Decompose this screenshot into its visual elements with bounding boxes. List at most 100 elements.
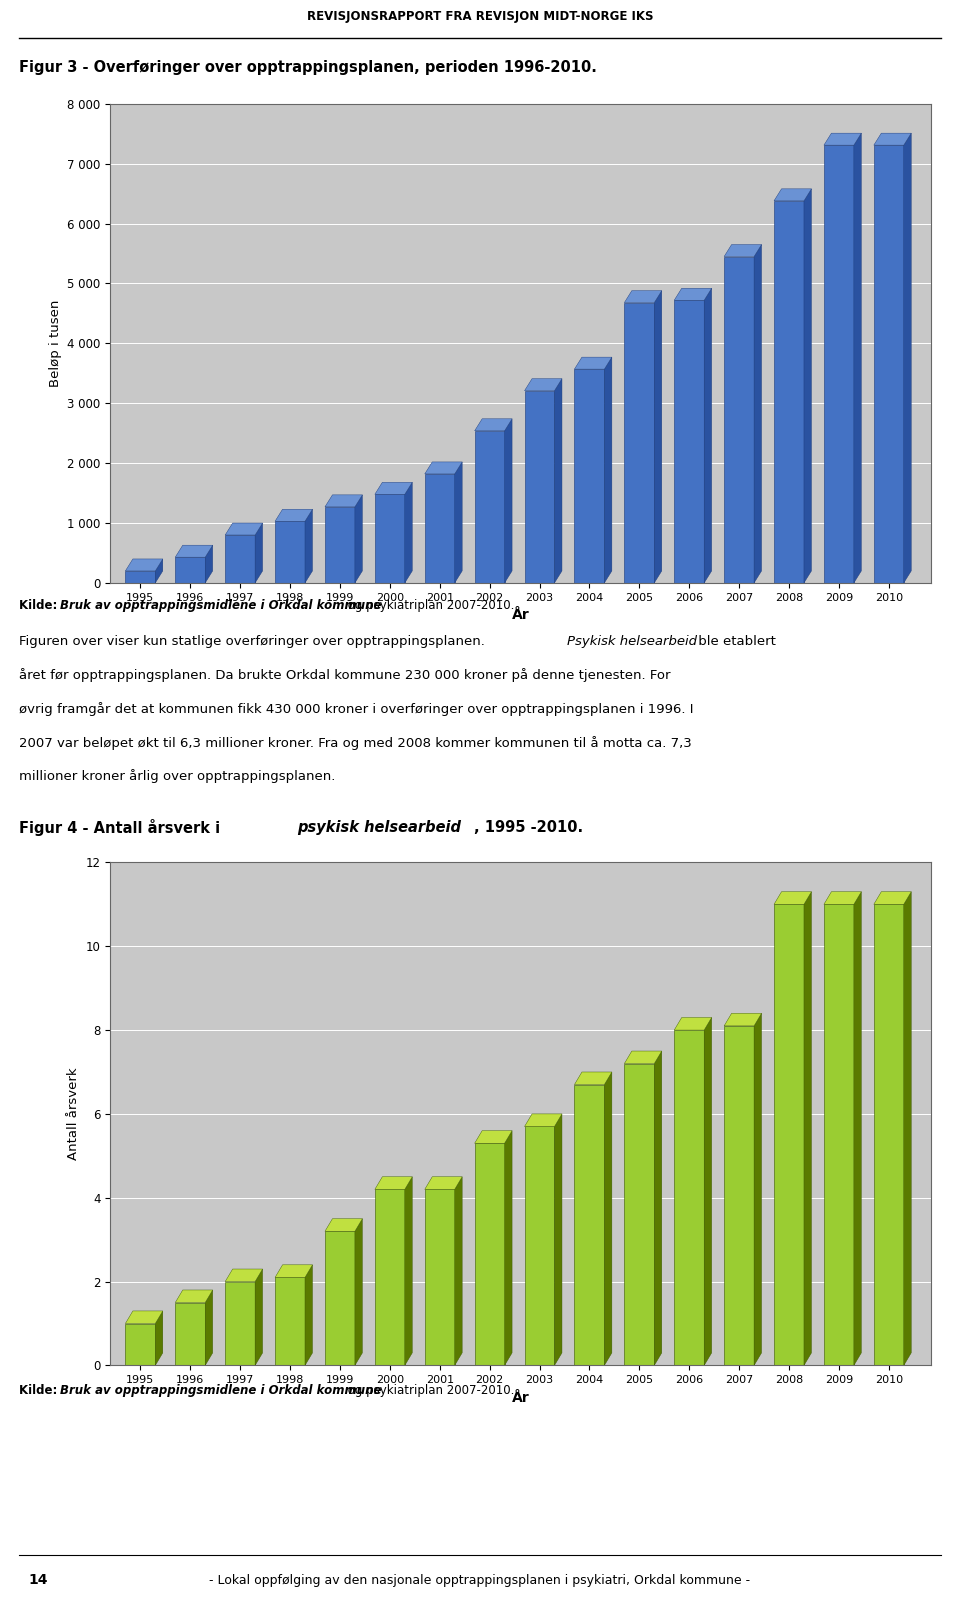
Polygon shape — [424, 1177, 462, 1190]
Polygon shape — [655, 1051, 661, 1365]
Polygon shape — [624, 1051, 661, 1064]
Polygon shape — [853, 891, 861, 1365]
Bar — [176, 1303, 205, 1365]
Polygon shape — [226, 524, 263, 535]
Polygon shape — [505, 1131, 512, 1365]
Polygon shape — [624, 291, 661, 303]
Polygon shape — [724, 244, 761, 257]
Text: Figuren over viser kun statlige overføringer over opptrappingsplanen.: Figuren over viser kun statlige overføri… — [19, 634, 490, 648]
Polygon shape — [605, 1072, 612, 1365]
Polygon shape — [305, 509, 313, 583]
Text: 2007 var beløpet økt til 6,3 millioner kroner. Fra og med 2008 kommer kommunen t: 2007 var beløpet økt til 6,3 millioner k… — [19, 736, 692, 749]
Polygon shape — [255, 1270, 263, 1365]
Bar — [624, 1064, 655, 1365]
Polygon shape — [674, 1017, 711, 1030]
Polygon shape — [574, 1072, 612, 1084]
Bar — [226, 535, 255, 583]
Bar — [774, 904, 804, 1365]
Text: øvrig framgår det at kommunen fikk 430 000 kroner i overføringer over opptrappin: øvrig framgår det at kommunen fikk 430 0… — [19, 703, 694, 715]
Bar — [724, 1025, 754, 1365]
Bar — [824, 904, 853, 1365]
Polygon shape — [804, 891, 811, 1365]
Polygon shape — [455, 462, 462, 583]
Polygon shape — [305, 1265, 313, 1365]
Polygon shape — [156, 559, 163, 583]
Polygon shape — [824, 133, 861, 145]
Polygon shape — [324, 495, 362, 506]
Polygon shape — [374, 1177, 412, 1190]
Bar — [474, 431, 505, 583]
Polygon shape — [674, 287, 711, 300]
Bar — [276, 521, 305, 583]
Text: ble etablert: ble etablert — [694, 634, 776, 648]
Polygon shape — [804, 188, 811, 583]
Text: året før opptrappingsplanen. Da brukte Orkdal kommune 230 000 kroner på denne tj: året før opptrappingsplanen. Da brukte O… — [19, 668, 671, 682]
Bar — [874, 145, 903, 583]
Bar — [574, 369, 605, 583]
Polygon shape — [874, 891, 911, 904]
Polygon shape — [874, 133, 911, 145]
Polygon shape — [226, 1270, 263, 1281]
Polygon shape — [355, 495, 362, 583]
Y-axis label: Beløp i tusen: Beløp i tusen — [49, 300, 61, 386]
Polygon shape — [824, 891, 861, 904]
Bar — [226, 1281, 255, 1365]
Polygon shape — [853, 133, 861, 583]
Polygon shape — [255, 524, 263, 583]
Polygon shape — [176, 545, 213, 557]
Polygon shape — [374, 482, 412, 493]
Bar — [674, 1030, 705, 1365]
Text: REVISJONSRAPPORT FRA REVISJON MIDT-NORGE IKS: REVISJONSRAPPORT FRA REVISJON MIDT-NORGE… — [307, 10, 653, 22]
X-axis label: År: År — [512, 1391, 530, 1405]
Polygon shape — [126, 1311, 163, 1324]
Text: , 1995 -2010.: , 1995 -2010. — [474, 819, 584, 835]
Bar — [824, 145, 853, 583]
Polygon shape — [474, 418, 512, 431]
Text: og psykiatriplan 2007-2010.: og psykiatriplan 2007-2010. — [344, 1385, 514, 1397]
Polygon shape — [774, 188, 811, 201]
Text: og psykiatriplan 2007-2010.: og psykiatriplan 2007-2010. — [344, 599, 514, 612]
Text: Kilde:: Kilde: — [19, 599, 61, 612]
Polygon shape — [754, 1014, 761, 1365]
Text: Figur 3 - Overføringer over opptrappingsplanen, perioden 1996-2010.: Figur 3 - Overføringer over opptrappings… — [19, 59, 597, 75]
Polygon shape — [555, 378, 562, 583]
Text: psykisk helsearbeid: psykisk helsearbeid — [298, 819, 462, 835]
Bar — [624, 303, 655, 583]
Bar — [474, 1143, 505, 1365]
Text: 14: 14 — [29, 1573, 48, 1587]
Bar — [524, 391, 555, 583]
Bar — [424, 474, 455, 583]
Polygon shape — [524, 1115, 562, 1126]
X-axis label: År: År — [512, 608, 530, 623]
Bar — [324, 1231, 355, 1365]
Text: - Lokal oppfølging av den nasjonale opptrappingsplanen i psykiatri, Orkdal kommu: - Lokal oppfølging av den nasjonale oppt… — [209, 1573, 751, 1587]
Bar — [524, 1126, 555, 1365]
Bar — [874, 904, 903, 1365]
Bar — [176, 557, 205, 583]
Bar — [424, 1190, 455, 1365]
Polygon shape — [505, 418, 512, 583]
Bar — [774, 201, 804, 583]
Bar — [374, 493, 405, 583]
Polygon shape — [405, 1177, 412, 1365]
Polygon shape — [655, 291, 661, 583]
Bar — [276, 1278, 305, 1365]
Polygon shape — [324, 1219, 362, 1231]
Polygon shape — [555, 1115, 562, 1365]
Polygon shape — [205, 545, 213, 583]
Polygon shape — [724, 1014, 761, 1025]
Polygon shape — [705, 1017, 711, 1365]
Polygon shape — [355, 1219, 362, 1365]
Polygon shape — [474, 1131, 512, 1143]
Polygon shape — [524, 378, 562, 391]
Bar — [574, 1084, 605, 1365]
Polygon shape — [276, 509, 313, 521]
Polygon shape — [405, 482, 412, 583]
Polygon shape — [774, 891, 811, 904]
Bar — [374, 1190, 405, 1365]
Bar — [724, 257, 754, 583]
Bar — [126, 572, 156, 583]
Polygon shape — [903, 133, 911, 583]
Text: Bruk av opptrappingsmidlene i Orkdal kommune: Bruk av opptrappingsmidlene i Orkdal kom… — [60, 599, 381, 612]
Text: Figur 4 - Antall årsverk i: Figur 4 - Antall årsverk i — [19, 819, 226, 835]
